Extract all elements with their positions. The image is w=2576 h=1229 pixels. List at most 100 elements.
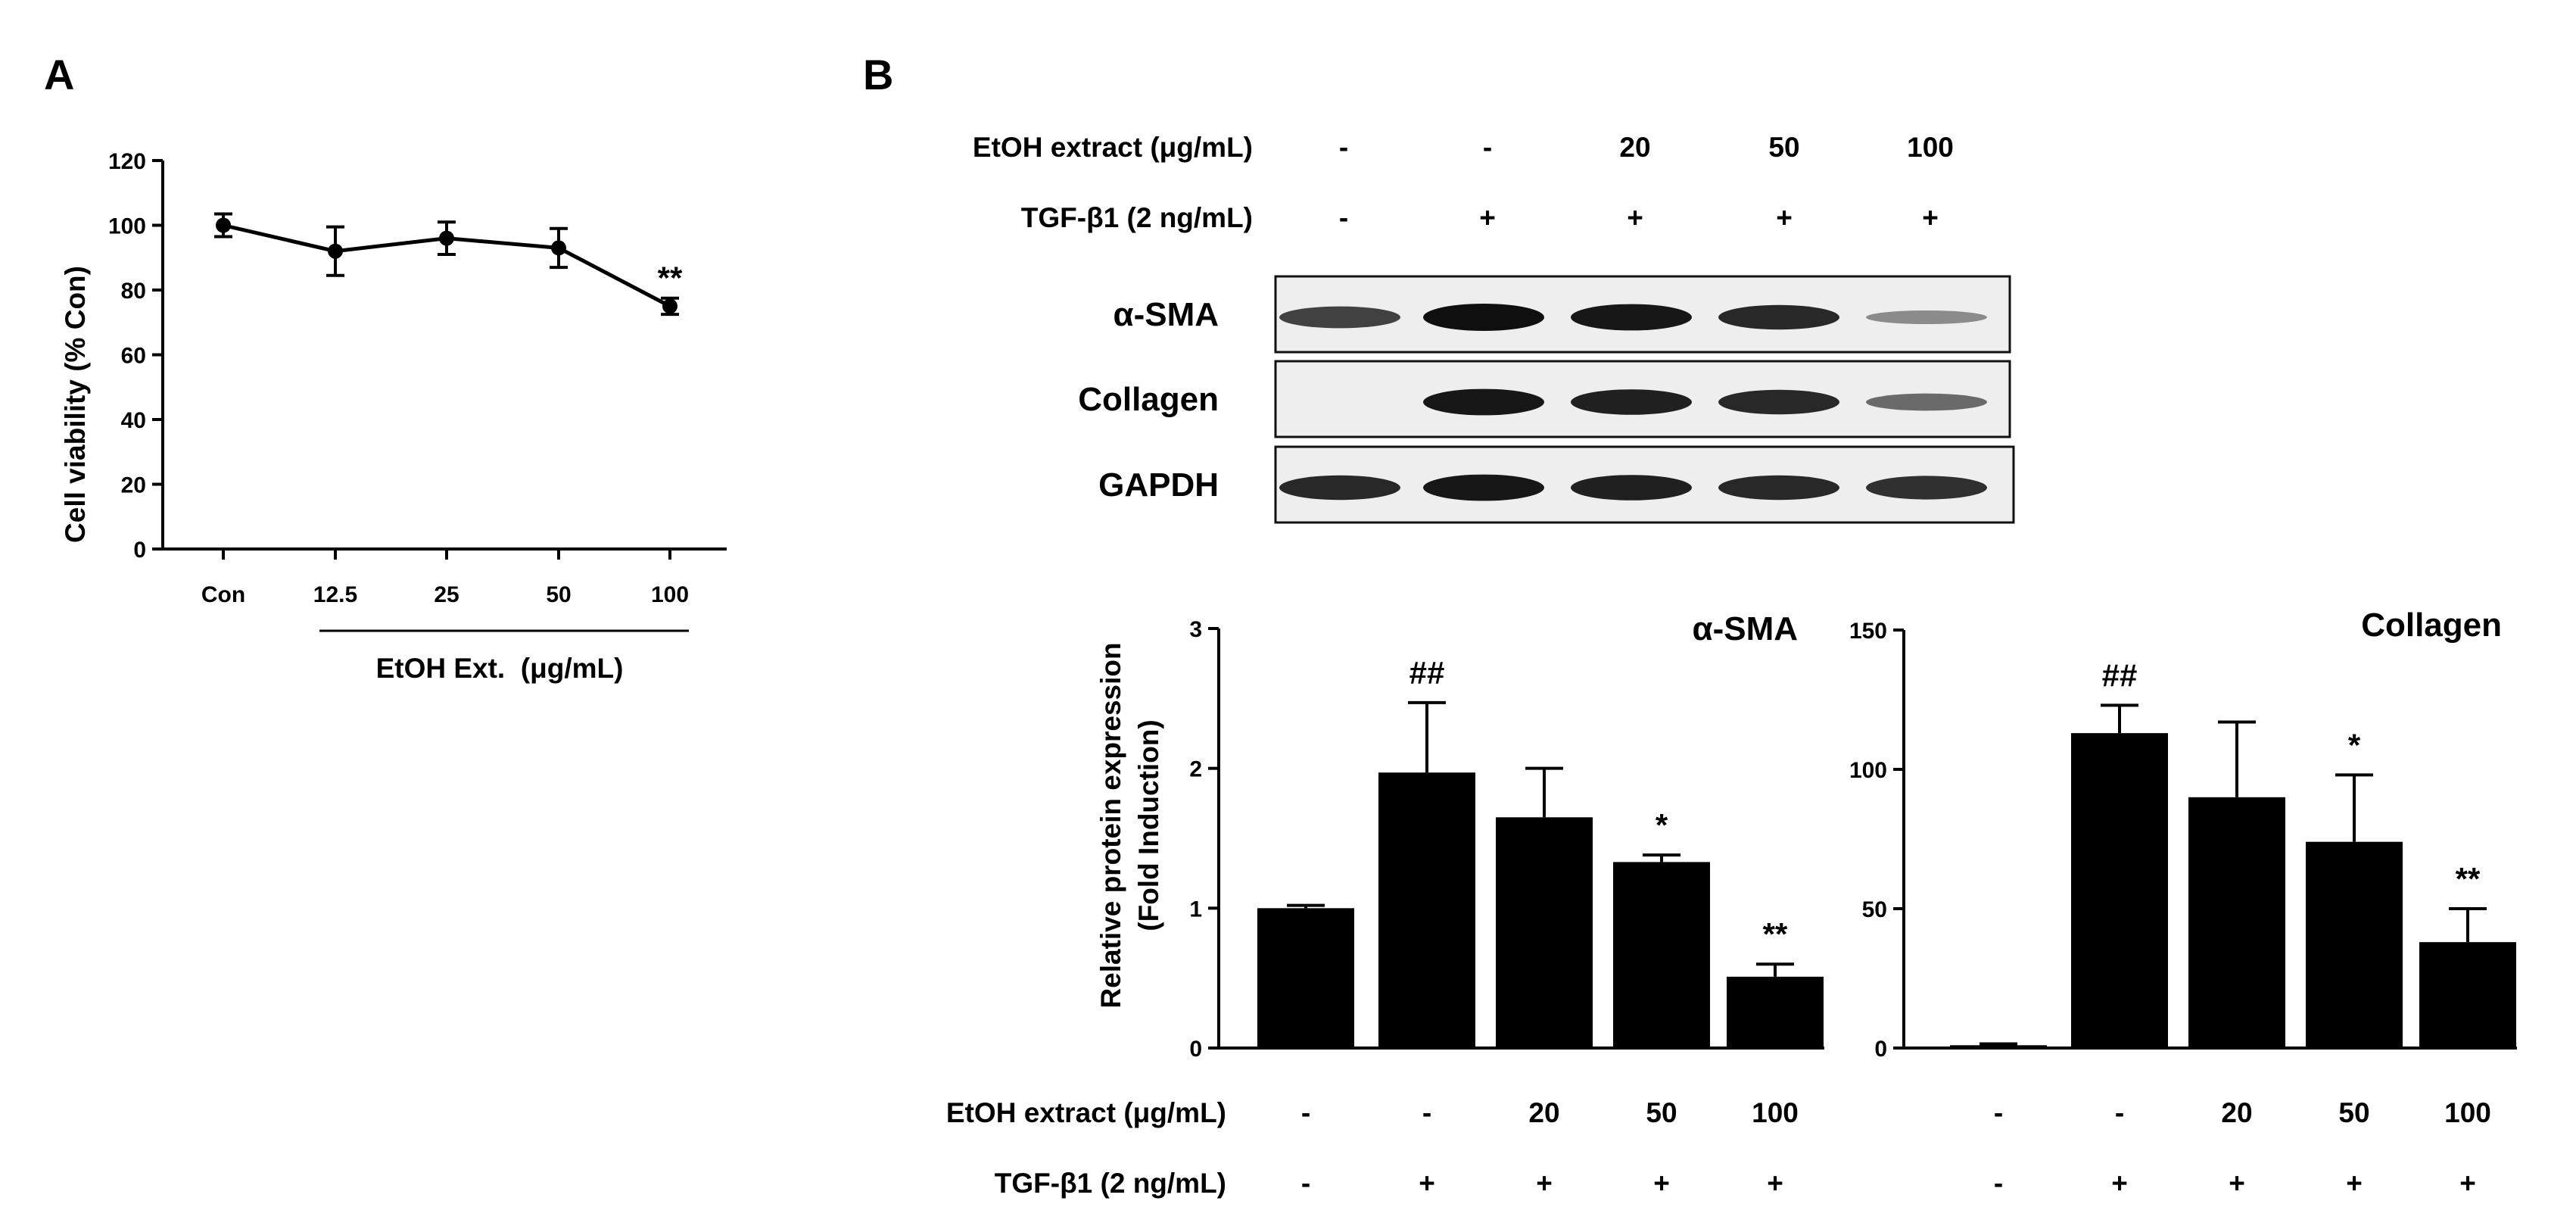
bar-treatment-footer: EtOH extract (μg/mL) TGF-β1 (2 ng/mL) - -… [946,1097,2491,1199]
cell-viability-chart: Cell viability (% Con) EtOH Ext. (μg/mL)… [60,149,727,684]
etoh-dose-value: 20 [1528,1097,1559,1128]
alpha-sma-bar [1496,817,1593,1048]
etoh-dose-value: 100 [2444,1097,2491,1128]
western-blot: α-SMA Collagen GAPDH [1078,275,2015,524]
chart-a-xgroup-label: EtOH Ext. (μg/mL) [376,653,624,684]
blot-band [1279,306,1400,329]
tgf-value: - [1994,1168,2003,1199]
collagen-ytick-label: 100 [1849,758,1887,783]
tgf-value: + [2459,1168,2476,1199]
chart-a-ytick-label: 120 [108,149,146,174]
blot-row-label: α-SMA [1114,296,1219,333]
blot-band [1279,475,1400,501]
tgf-value: + [1767,1168,1783,1199]
chart-a-ytick-label: 60 [121,344,146,369]
tgf-value: + [2111,1168,2128,1199]
etoh-dose-value: - [1301,1097,1310,1128]
blot-band [1571,389,1692,415]
etoh-dose-value: 100 [1907,132,1954,163]
chart-a-xtick-label: 50 [546,582,571,607]
chart-a-xtick-label: Con [201,582,245,607]
tgf-value: + [2346,1168,2363,1199]
etoh-dose-value: 100 [1752,1097,1799,1128]
viability-point [328,243,343,259]
bar-etoh-label: EtOH extract (μg/mL) [946,1097,1226,1128]
chart-a-xtick-label: 25 [434,582,459,607]
blot-row-label: GAPDH [1098,466,1219,504]
alpha-sma-ytick-label: 0 [1189,1037,1202,1062]
chart-a-ylabel: Cell viability (% Con) [60,266,91,543]
blot-band [1571,304,1692,331]
blot-band [1866,310,1987,324]
panel-a-label: A [44,51,74,98]
collagen-chart-title: Collagen [2361,607,2502,644]
etoh-dose-value: - [1422,1097,1431,1128]
tgf-value: - [1301,1168,1310,1199]
alpha-sma-bar [1727,976,1824,1048]
etoh-dose-value: 20 [1619,132,1650,163]
etoh-dose-value: 50 [1646,1097,1677,1128]
blot-band [1423,304,1544,331]
tgf-value: + [1776,202,1793,233]
collagen-significance: ** [2456,861,2481,897]
chart-b-ylabel-line2: (Fold Induction) [1133,719,1164,931]
tgf-value: + [1627,202,1643,233]
blot-tgf-label: TGF-β1 (2 ng/mL) [1021,202,1253,233]
collagen-ytick-label: 50 [1862,897,1887,922]
panel-b-label: B [863,51,893,98]
blot-band [1866,393,1987,411]
viability-point [662,298,677,314]
blot-band [1718,304,1839,330]
etoh-dose-value: 20 [2221,1097,2252,1128]
blot-row-label: Collagen [1078,381,1219,418]
chart-a-ytick-label: 0 [133,538,146,563]
alpha-sma-bar [1378,772,1475,1048]
tgf-value: + [1479,202,1496,233]
alpha-sma-ytick-label: 2 [1189,757,1202,782]
alpha-sma-significance: ## [1409,655,1445,691]
blot-band [1866,476,1987,500]
chart-b-ylabel-line1: Relative protein expression [1095,642,1126,1008]
viability-point [439,230,454,246]
viability-significance: ** [658,260,683,296]
chart-a-xtick-label: 100 [651,582,689,607]
chart-a-ytick-label: 100 [108,214,146,239]
blot-band [1423,388,1544,416]
alpha-sma-bar-chart: Relative protein expression (Fold Induct… [1095,610,1824,1062]
etoh-dose-value: - [1994,1097,2003,1128]
bar-tgf-label: TGF-β1 (2 ng/mL) [995,1168,1226,1199]
tgf-value: + [1419,1168,1435,1199]
chart-a-ytick-label: 40 [121,408,146,433]
tgf-value: + [1653,1168,1670,1199]
blot-band [1571,475,1692,501]
etoh-dose-value: 50 [1768,132,1799,163]
collagen-bar [2071,733,2168,1048]
collagen-significance: * [2348,727,2361,763]
blot-band [1423,474,1544,501]
blot-band [1718,389,1839,415]
viability-point [216,217,231,233]
chart-a-ytick-label: 80 [121,279,146,304]
tgf-value: + [2229,1168,2245,1199]
blot-treatment-header: EtOH extract (μg/mL) TGF-β1 (2 ng/mL) - -… [973,132,1954,233]
chart-a-ytick-label: 20 [121,473,146,498]
alpha-sma-ytick-label: 1 [1189,897,1202,922]
alpha-sma-ytick-label: 3 [1189,617,1202,642]
collagen-significance: ## [2102,657,2138,693]
blot-band [1718,475,1839,501]
alpha-sma-significance: * [1656,807,1668,843]
tgf-value: + [1536,1168,1553,1199]
alpha-sma-significance: ** [1763,916,1788,952]
alpha-sma-chart-title: α-SMA [1693,610,1798,647]
etoh-dose-value: - [2115,1097,2124,1128]
collagen-ytick-label: 0 [1874,1037,1887,1062]
collagen-bar [2188,797,2285,1048]
tgf-value: + [1922,202,1939,233]
tgf-value: - [1339,202,1348,233]
etoh-dose-value: - [1339,132,1348,163]
chart-a-xtick-label: 12.5 [313,582,357,607]
etoh-dose-value: - [1483,132,1492,163]
blot-etoh-label: EtOH extract (μg/mL) [973,132,1253,163]
